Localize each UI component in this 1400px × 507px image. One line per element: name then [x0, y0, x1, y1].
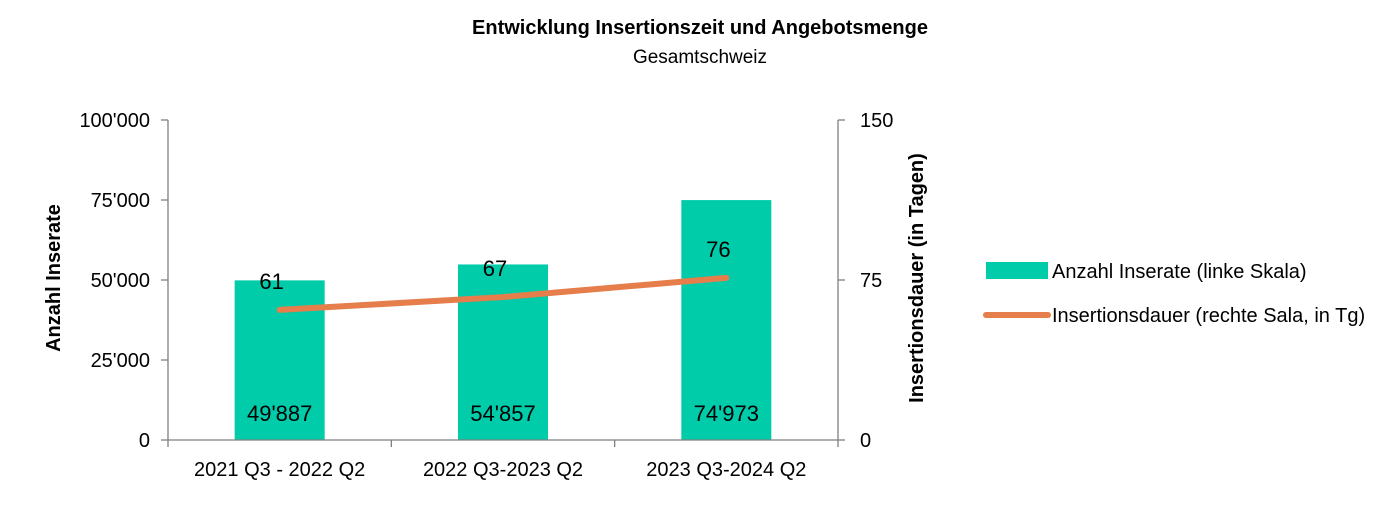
plot-area: 0 25'000 50'000 75'000 100'000 0 75 150 2021 Q3 …	[43, 110, 928, 481]
legend: Anzahl Inserate (linke Skala) Insertionsd…	[983, 261, 1365, 327]
chart-subtitle: Gesamtschweiz	[633, 47, 767, 68]
chart-title: Entwicklung Insertionszeit und Angebotsm…	[472, 17, 928, 39]
left-tick-label: 100'000	[79, 110, 150, 132]
x-tick-label: 2021 Q3 - 2022 Q2	[194, 459, 365, 481]
left-tick-label: 0	[139, 430, 150, 452]
line-series	[276, 274, 730, 313]
right-axis-title: Insertionsdauer (in Tagen)	[906, 153, 928, 403]
bar-data-label: 54'857	[470, 401, 535, 426]
chart-titles: Entwicklung Insertionszeit und Angebotsm…	[472, 17, 928, 68]
legend-bar-swatch	[986, 262, 1048, 279]
bar-3	[681, 200, 772, 440]
bar-data-label: 74'973	[694, 401, 759, 426]
right-tick-label: 0	[860, 430, 871, 452]
x-tick-label: 2023 Q3-2024 Q2	[646, 459, 806, 481]
left-tick-label: 25'000	[91, 350, 150, 372]
line-data-label: 67	[483, 256, 507, 281]
x-tick-label: 2022 Q3-2023 Q2	[423, 459, 583, 481]
right-tick-label: 75	[860, 270, 882, 292]
right-tick-label: 150	[860, 110, 893, 132]
bar-data-label: 49'887	[247, 401, 312, 426]
legend-bar-label: Anzahl Inserate (linke Skala)	[1052, 261, 1307, 283]
left-tick-label: 75'000	[91, 190, 150, 212]
legend-line-label: Insertionsdauer (rechte Sala, in Tg)	[1052, 305, 1365, 327]
line-data-label: 61	[259, 269, 283, 294]
left-axis-title: Anzahl Inserate	[43, 204, 65, 352]
left-tick-label: 50'000	[91, 270, 150, 292]
line-data-label: 76	[706, 237, 730, 262]
